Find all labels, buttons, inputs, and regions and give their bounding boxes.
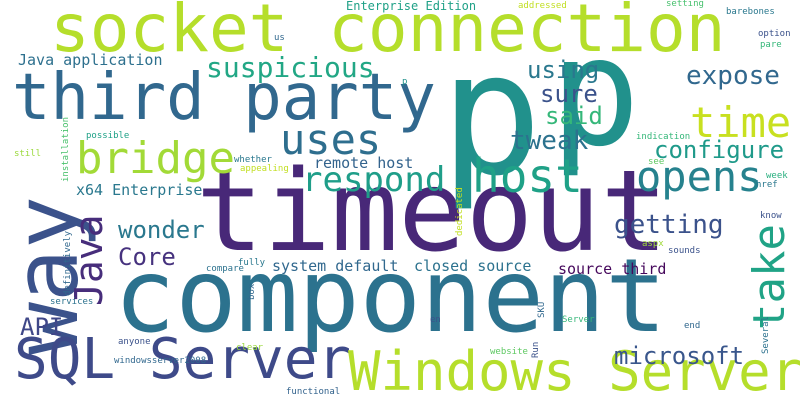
word-java-application: Java application bbox=[18, 51, 163, 69]
word-services: services bbox=[50, 297, 94, 307]
word-source-third: source third bbox=[558, 260, 667, 278]
word-still: still bbox=[14, 149, 42, 159]
word-bridge: bridge bbox=[76, 133, 235, 184]
word-several: Several bbox=[761, 316, 771, 354]
word-getting: getting bbox=[614, 210, 724, 240]
word-appealing: appealing bbox=[240, 164, 289, 174]
word-functional: functional bbox=[286, 387, 341, 397]
word-time: time bbox=[690, 98, 792, 147]
word-core: Core bbox=[118, 243, 176, 271]
word-uses: uses bbox=[280, 115, 382, 164]
word-third-party: third party bbox=[12, 61, 436, 135]
word-microsoft: microsoft bbox=[614, 342, 745, 370]
word-p-large: p bbox=[440, 16, 543, 214]
word-expose: expose bbox=[686, 61, 780, 91]
word-using: using bbox=[527, 56, 600, 84]
word-us: us bbox=[274, 33, 285, 43]
word-end: end bbox=[684, 321, 701, 331]
word-week: week bbox=[766, 171, 788, 181]
word-p-small: p bbox=[402, 77, 408, 87]
word-possible: possible bbox=[86, 131, 130, 141]
word-host: host bbox=[472, 149, 583, 203]
word-opens: opens bbox=[636, 152, 763, 201]
word-addressed: addressed bbox=[518, 1, 567, 11]
word-component: component bbox=[114, 237, 667, 356]
word-respond: respond bbox=[302, 160, 446, 200]
word-href: href bbox=[756, 180, 778, 190]
word-java: Java bbox=[67, 214, 111, 306]
word-barebones: barebones bbox=[726, 7, 775, 17]
word-box: box bbox=[247, 283, 257, 300]
word-dedicated: dedicated bbox=[455, 187, 465, 236]
word-windows-server: Windows Server bbox=[348, 340, 800, 400]
word-take: take bbox=[744, 224, 795, 330]
word-aspx: aspx bbox=[642, 239, 664, 249]
word-tweak: tweak bbox=[510, 126, 589, 156]
word-socket-connection: socket connection bbox=[50, 0, 726, 67]
word-anyone: anyone bbox=[118, 337, 151, 347]
word-know: know bbox=[760, 211, 782, 221]
word-x64-enterprise: x64 Enterprise bbox=[76, 181, 203, 199]
word-run: Run bbox=[531, 341, 541, 358]
word-system-default: system default bbox=[272, 257, 399, 275]
word-remote-host: remote host bbox=[314, 154, 414, 172]
word-closed-source: closed source bbox=[414, 257, 532, 275]
word-wonder: wonder bbox=[118, 216, 205, 244]
word-configure: configure bbox=[654, 136, 785, 164]
word-option: option bbox=[758, 29, 791, 39]
word-indication: indication bbox=[636, 132, 691, 142]
word-api: API bbox=[20, 313, 64, 341]
word-setting: setting bbox=[666, 0, 704, 9]
word-sku: SKU bbox=[537, 301, 547, 318]
word-clear: clear bbox=[236, 343, 264, 353]
word-enterprise-edition: Enterprise Edition bbox=[346, 0, 477, 13]
word-en: en bbox=[430, 315, 441, 325]
word-p-second: p bbox=[550, 6, 641, 180]
word-pare: pare bbox=[760, 40, 782, 50]
word-server: Server bbox=[562, 315, 595, 325]
word-fully: fully bbox=[238, 258, 266, 268]
word-said: said bbox=[545, 102, 603, 130]
word-sure: sure bbox=[540, 80, 598, 108]
word-suspicious: suspicious bbox=[206, 51, 375, 84]
word-timeout: timeout bbox=[196, 147, 669, 277]
word-sounds: sounds bbox=[668, 246, 701, 256]
word-installation: installation bbox=[61, 116, 71, 182]
word-compare: compare bbox=[206, 264, 244, 274]
word-whether: whether bbox=[234, 155, 272, 165]
word-sql-server: SQL Server bbox=[14, 327, 352, 392]
word-see: see bbox=[648, 157, 665, 167]
word-windowsserver2008: windowsserver2008 bbox=[114, 356, 207, 366]
word-website: website bbox=[490, 347, 528, 357]
word-definitively: definitively bbox=[63, 230, 73, 296]
